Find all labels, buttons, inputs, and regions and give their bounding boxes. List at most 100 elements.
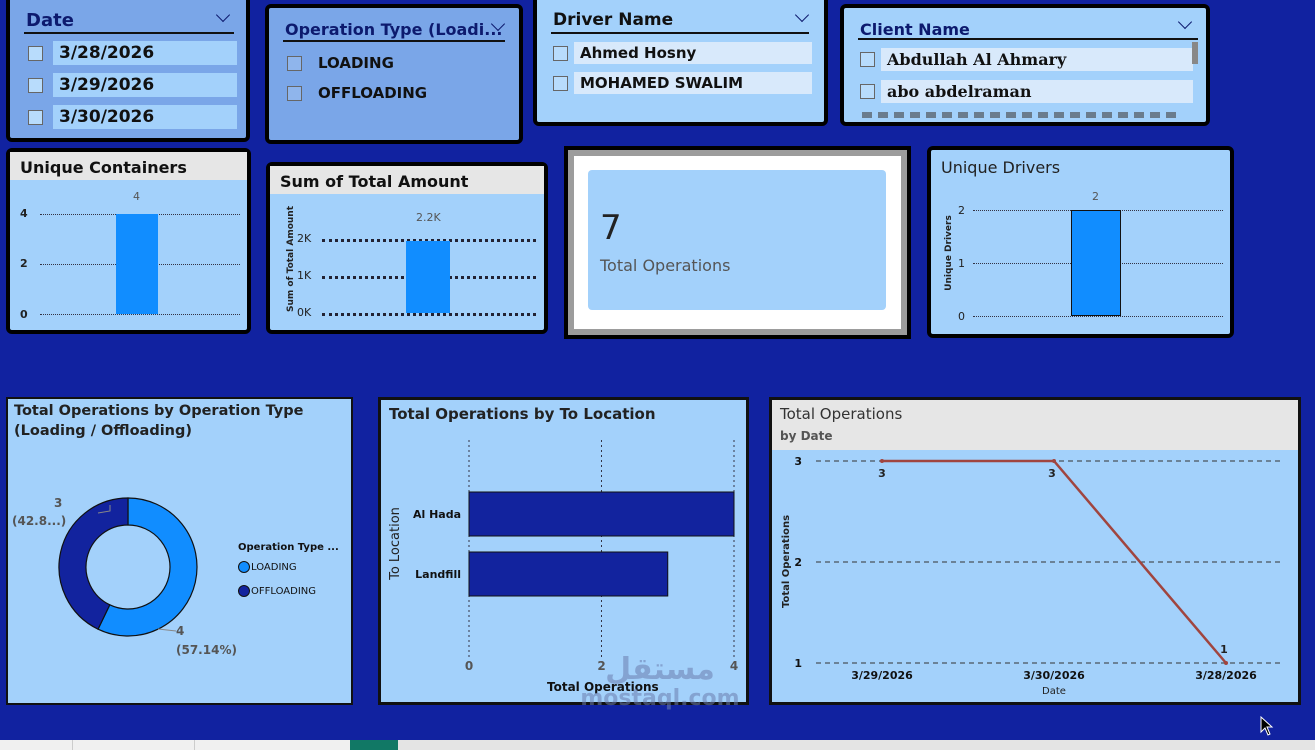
- offloading-value-label: 3: [54, 496, 63, 510]
- bar[interactable]: [1071, 210, 1121, 316]
- checkbox[interactable]: [860, 52, 875, 67]
- page-tab[interactable]: [194, 740, 195, 750]
- partial-option: [862, 112, 1182, 118]
- donut-title-line2: (Loading / Offloading): [14, 423, 192, 439]
- x-tick: 4: [730, 659, 738, 673]
- data-label: 3: [1048, 467, 1056, 480]
- slicer-divider: [24, 32, 234, 34]
- mouse-cursor-icon: [1260, 716, 1274, 736]
- to-location-visual: Total Operations by To Location To Locat…: [378, 397, 749, 705]
- x-tick: 0: [465, 659, 473, 673]
- chevron-down-icon[interactable]: [1177, 14, 1193, 30]
- legend-marker: [238, 585, 250, 597]
- gridline: [973, 316, 1223, 317]
- y-tick: 1K: [297, 269, 312, 282]
- checkbox[interactable]: [287, 55, 302, 71]
- checkbox[interactable]: [28, 109, 43, 125]
- gridline: [322, 239, 536, 242]
- checkbox[interactable]: [28, 45, 43, 61]
- driver-name-slicer-title: Driver Name: [553, 10, 674, 30]
- y-tick: 2: [794, 556, 802, 569]
- bar[interactable]: [468, 551, 669, 597]
- operation-type-slicer-title: Operation Type (Loadi...: [285, 20, 503, 39]
- data-label: 1: [1220, 643, 1228, 656]
- bottom-tab-bar: [0, 740, 1315, 750]
- leader-line: [157, 628, 177, 632]
- loading-value-label: 4: [176, 624, 185, 638]
- total-operations-card-frame: 7 Total Operations: [564, 146, 911, 339]
- visual-header: [270, 166, 544, 194]
- operation-type-option[interactable]: LOADING: [287, 52, 400, 74]
- client-option[interactable]: abo abdelraman: [860, 80, 1193, 103]
- sum-total-amount-visual: Sum of Total Amount Sum of Total Amount …: [266, 162, 548, 334]
- page-scroll-area: [398, 740, 1315, 750]
- line-chart-subtitle: by Date: [780, 429, 833, 443]
- watermark: مستقل mostaql.com: [560, 652, 760, 712]
- donut-chart: [58, 497, 198, 637]
- gridline: [322, 313, 536, 316]
- data-label: 2.2K: [416, 211, 441, 224]
- chevron-down-icon[interactable]: [794, 7, 810, 23]
- slicer-divider: [551, 32, 809, 34]
- sum-total-amount-title: Sum of Total Amount: [280, 172, 469, 191]
- date-slicer-title: Date: [26, 10, 74, 31]
- line-chart-title: Total Operations: [780, 405, 903, 423]
- chevron-down-icon[interactable]: [215, 7, 231, 23]
- checkbox[interactable]: [287, 85, 302, 101]
- active-page-tab[interactable]: [350, 740, 398, 750]
- bar[interactable]: [468, 491, 735, 537]
- bar[interactable]: [406, 241, 450, 313]
- legend-marker: [238, 561, 250, 573]
- total-operations-card: 7 Total Operations: [588, 170, 886, 310]
- client-option[interactable]: Abdullah Al Ahmary: [860, 48, 1193, 71]
- driver-option[interactable]: Ahmed Hosny: [553, 42, 812, 64]
- y-tick: 2K: [297, 232, 312, 245]
- y-tick: 0: [20, 308, 28, 321]
- data-point[interactable]: [1052, 459, 1056, 463]
- unique-drivers-title: Unique Drivers: [941, 158, 1061, 177]
- donut-slice-offloading[interactable]: [58, 497, 129, 630]
- data-label: 3: [878, 467, 886, 480]
- watermark-name: mostaql.com: [580, 686, 740, 711]
- legend-title: Operation Type ...: [238, 542, 339, 553]
- date-option[interactable]: 3/28/2026: [28, 41, 237, 65]
- x-axis-label: Date: [1042, 686, 1066, 697]
- watermark-arabic: مستقل: [605, 652, 715, 687]
- legend-item-offloading[interactable]: OFFLOADING: [238, 585, 316, 597]
- data-point[interactable]: [1224, 661, 1228, 665]
- y-tick: 3: [794, 455, 802, 468]
- scrollbar[interactable]: [1192, 42, 1198, 64]
- client-name-slicer-title: Client Name: [860, 20, 970, 39]
- unique-containers-title: Unique Containers: [20, 158, 187, 177]
- checkbox[interactable]: [28, 77, 43, 93]
- y-tick: Landfill: [415, 568, 461, 581]
- y-tick: 2: [958, 204, 965, 217]
- operation-type-option[interactable]: OFFLOADING: [287, 82, 433, 104]
- donut-slice-loading[interactable]: [97, 497, 198, 637]
- y-tick: 0: [958, 310, 965, 323]
- date-option[interactable]: 3/30/2026: [28, 105, 237, 129]
- driver-option[interactable]: MOHAMED SWALIM: [553, 72, 812, 94]
- x-tick: 3/29/2026: [851, 669, 913, 682]
- y-axis-label: Sum of Total Amount: [286, 206, 296, 312]
- slicer-divider: [858, 38, 1198, 40]
- kpi-value: 7: [600, 208, 622, 248]
- y-tick: 2: [20, 257, 28, 270]
- legend-item-loading[interactable]: LOADING: [238, 561, 297, 573]
- offloading-pct-label: (42.8...): [12, 514, 67, 528]
- visual-header: [10, 152, 247, 180]
- page-tab[interactable]: [72, 740, 73, 750]
- date-slicer: Date 3/28/2026 3/29/2026 3/30/2026: [6, 0, 250, 142]
- checkbox[interactable]: [553, 45, 568, 61]
- data-point[interactable]: [880, 459, 884, 463]
- loading-pct-label: (57.14%): [176, 643, 237, 657]
- x-axis-label: Total Operations: [547, 680, 659, 694]
- to-location-title: Total Operations by To Location: [389, 405, 656, 423]
- checkbox[interactable]: [553, 75, 568, 91]
- checkbox[interactable]: [860, 84, 875, 99]
- x-tick: 2: [597, 659, 605, 673]
- bar[interactable]: [116, 214, 158, 314]
- date-option[interactable]: 3/29/2026: [28, 73, 237, 97]
- visual-header: [772, 400, 1298, 450]
- to-location-chart: 0 2 4 Al Hada Landfill: [413, 440, 738, 673]
